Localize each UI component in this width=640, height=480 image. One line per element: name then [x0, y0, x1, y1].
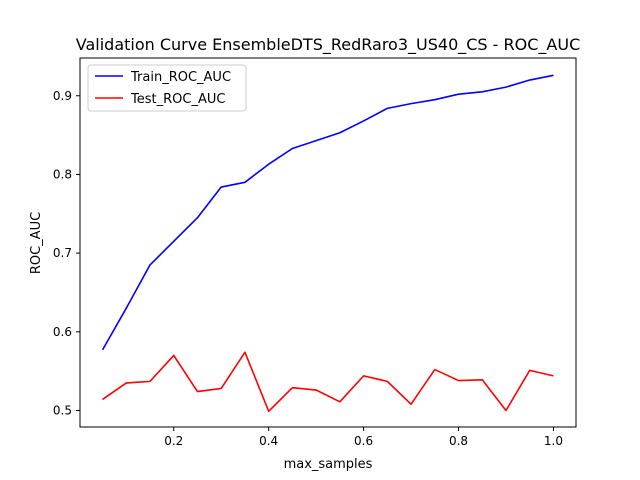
legend-box: [87, 64, 247, 112]
legend-label-test: Test_ROC_AUC: [130, 92, 225, 107]
x-tick-label: 0.8: [449, 434, 468, 448]
y-tick-label: 0.8: [53, 167, 72, 181]
plot-area: [80, 58, 576, 427]
legend-label-train: Train_ROC_AUC: [130, 70, 231, 85]
plot-frame: [79, 57, 577, 428]
x-tick-label: 0.4: [259, 434, 278, 448]
y-tick-label: 0.9: [53, 89, 72, 103]
legend: Train_ROC_AUC Test_ROC_AUC: [87, 64, 247, 112]
x-tick-label: 1.0: [544, 434, 563, 448]
x-tick-label: 0.2: [164, 434, 183, 448]
series-layer: [101, 74, 554, 413]
series-line-train: [101, 74, 554, 351]
y-tick-label: 0.6: [53, 325, 72, 339]
y-axis-label: ROC_AUC: [29, 212, 44, 274]
x-tick-label: 0.6: [354, 434, 373, 448]
y-tick-label: 0.7: [53, 246, 72, 260]
y-tick-label: 0.5: [53, 403, 72, 417]
series-line-test: [102, 351, 554, 413]
ticks-layer: 0.2 0.4 0.6 0.8 1.0 0.5 0.6 0.7 0.8 0.9: [53, 89, 563, 448]
x-axis-label: max_samples: [284, 457, 373, 472]
chart-title: Validation Curve EnsembleDTS_RedRaro3_US…: [76, 35, 580, 55]
